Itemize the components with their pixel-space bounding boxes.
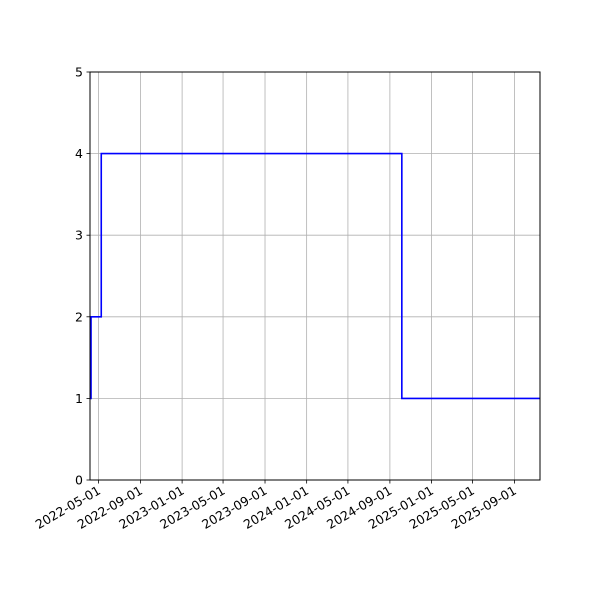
y-tick-label: 2 bbox=[75, 309, 83, 324]
series-layer bbox=[90, 152, 540, 400]
plot-frame bbox=[89, 71, 541, 481]
y-tick-label: 1 bbox=[75, 391, 83, 406]
grid-layer bbox=[90, 71, 540, 481]
y-tick-label: 4 bbox=[75, 146, 83, 161]
y-tick-label: 5 bbox=[75, 65, 83, 80]
series-line bbox=[90, 152, 540, 400]
y-tick-label: 3 bbox=[75, 228, 83, 243]
y-tick-label: 0 bbox=[75, 473, 83, 488]
